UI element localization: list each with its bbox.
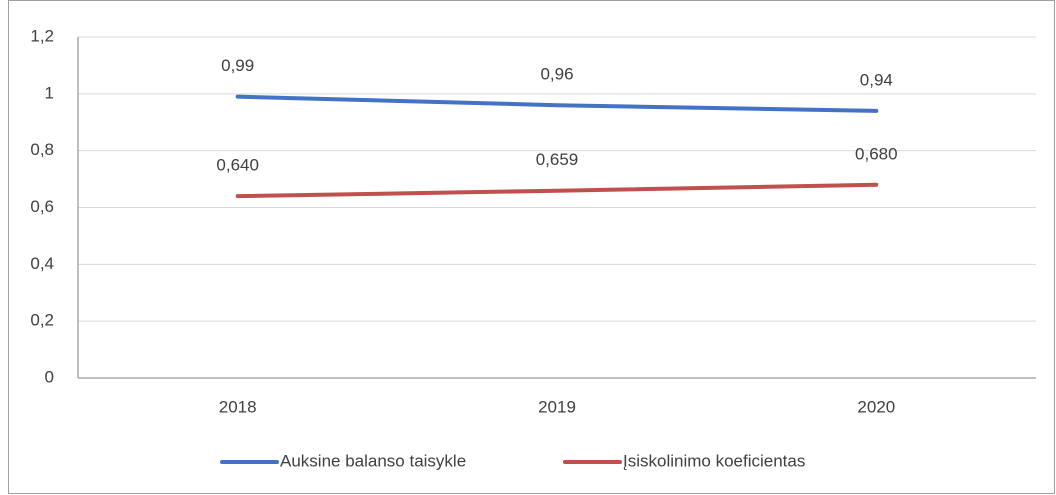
data-label: 0,659 xyxy=(536,150,579,169)
legend-label: Įsiskolinimo koeficientas xyxy=(623,451,805,470)
legend-label: Auksine balanso taisykle xyxy=(280,451,466,470)
y-tick-label: 0,6 xyxy=(30,197,54,216)
y-tick-label: 0,2 xyxy=(30,311,54,330)
y-tick-label: 0,4 xyxy=(30,254,54,273)
data-label: 0,96 xyxy=(540,65,573,84)
series-line xyxy=(235,94,879,113)
x-tick-label: 2019 xyxy=(538,397,576,416)
y-tick-label: 0 xyxy=(45,367,54,386)
data-label: 0,680 xyxy=(855,144,898,163)
y-tick-label: 1 xyxy=(45,83,54,102)
data-label: 0,94 xyxy=(860,70,893,89)
x-tick-label: 2020 xyxy=(857,397,895,416)
data-label: 0,99 xyxy=(221,56,254,75)
x-tick-label: 2018 xyxy=(219,397,257,416)
y-tick-label: 0,8 xyxy=(30,140,54,159)
data-label: 0,640 xyxy=(216,156,259,175)
series-line xyxy=(235,182,879,199)
y-tick-label: 1,2 xyxy=(30,26,54,45)
chart-frame xyxy=(8,0,1055,494)
